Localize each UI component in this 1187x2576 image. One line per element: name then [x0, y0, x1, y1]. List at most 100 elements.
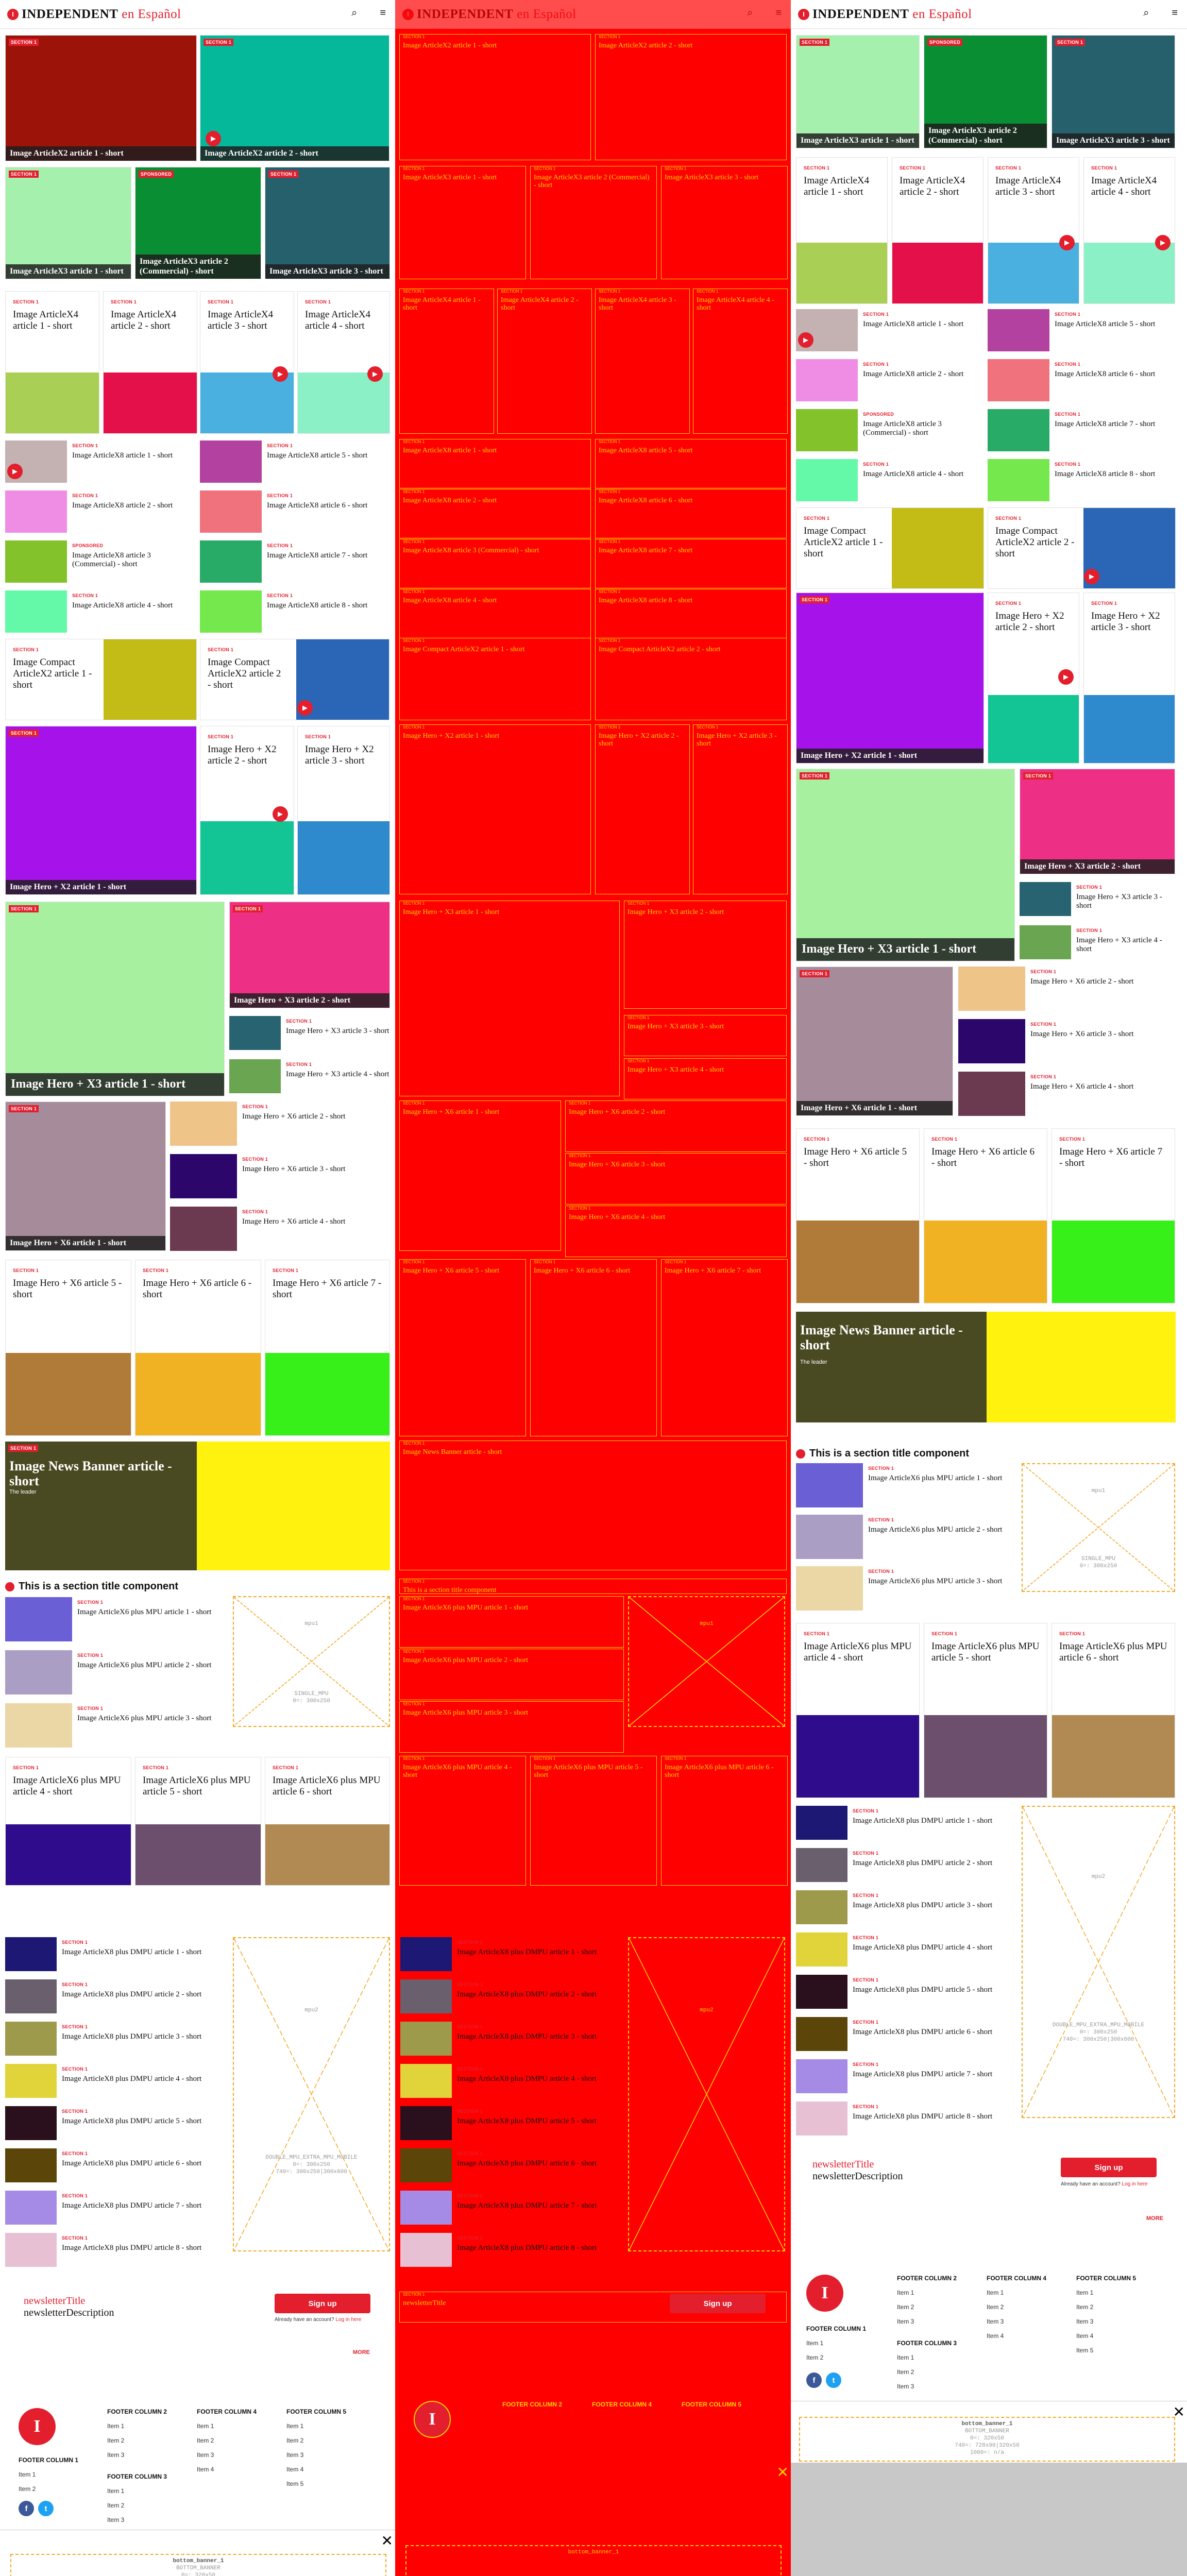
hero-card[interactable]: SECTION 1 Image Hero + X2 article 1 - sho…	[5, 726, 197, 895]
eagle-logo-icon[interactable]: I	[806, 2275, 843, 2312]
article-card[interactable]: SECTION 1 Image Compact ArticleX2 article…	[5, 639, 197, 720]
article-card[interactable]: SECTION 1 Image ArticleX6 plus MPU articl…	[1052, 1623, 1175, 1798]
footer-link[interactable]: Item 2	[897, 2368, 914, 2376]
article-card[interactable]: SECTION 1 Image ArticleX4 article 1 - sho…	[5, 291, 99, 434]
footer-link[interactable]: Item 1	[107, 2422, 125, 2430]
article-card[interactable]: SECTION 1 Image ArticleX6 plus MPU articl…	[265, 1757, 390, 1886]
list-item[interactable]: SECTION 1 Image ArticleX8 article 2 - sho…	[5, 490, 196, 533]
list-item[interactable]: SECTION 1 Image ArticleX8 plus DMPU artic…	[796, 2017, 1018, 2051]
footer-link[interactable]: Item 2	[197, 2437, 214, 2444]
list-item[interactable]: SECTION 1 Image ArticleX8 article 6 - sho…	[200, 490, 391, 533]
list-item[interactable]: SECTION 1 Image Hero + X6 article 2 - sho…	[170, 1101, 392, 1146]
article-card[interactable]: SECTION 1 Image ArticleX6 plus MPU articl…	[135, 1757, 261, 1886]
list-item[interactable]: SECTION 1 Image ArticleX8 article 8 - sho…	[200, 590, 391, 633]
list-item[interactable]: SECTION 1 Image ArticleX8 plus DMPU artic…	[400, 1937, 622, 1971]
footer-link[interactable]: Item 3	[897, 2318, 914, 2325]
list-item[interactable]: SECTION 1 Image ArticleX8 article 5 - sho…	[200, 440, 391, 483]
footer-link[interactable]: Item 3	[107, 2451, 125, 2459]
hero-card[interactable]: SECTION 1 Image Hero + X3 article 1 - sho…	[796, 769, 1015, 961]
hero-card[interactable]: SECTION 1 Image Hero + X3 article 1 - sho…	[5, 902, 225, 1096]
list-item[interactable]: SPONSORED Image ArticleX8 article 3 (Comm…	[5, 540, 196, 583]
article-card[interactable]: SECTION 1 Image ArticleX4 article 3 - sho…	[200, 291, 294, 434]
hero-card[interactable]: SECTION 1 Image Hero + X6 article 1 - sho…	[5, 1101, 166, 1251]
list-item[interactable]: SECTION 1 Image ArticleX8 plus DMPU artic…	[796, 1806, 1018, 1840]
footer-link[interactable]: Item 1	[286, 2422, 304, 2430]
footer-link[interactable]: Item 1	[987, 2289, 1004, 2296]
list-item[interactable]: SECTION 1 Image ArticleX8 plus DMPU artic…	[5, 2106, 227, 2140]
article-card[interactable]: SECTION 1 Image Hero + X2 article 2 - sho…	[200, 726, 294, 895]
article-card[interactable]: SECTION 1 Image Compact ArticleX2 article…	[200, 639, 389, 720]
article-card[interactable]: SECTION 1 Image ArticleX2 article 1 - sho…	[5, 35, 197, 161]
list-item[interactable]: SPONSORED Image ArticleX8 article 3 (Comm…	[796, 409, 987, 451]
search-icon[interactable]: ⌕	[351, 7, 358, 19]
list-item[interactable]: SECTION 1 Image ArticleX8 plus DMPU artic…	[5, 2022, 227, 2056]
list-item[interactable]: SECTION 1 Image ArticleX6 plus MPU articl…	[796, 1566, 1018, 1611]
list-item[interactable]: SECTION 1 Image ArticleX8 plus DMPU artic…	[400, 2022, 622, 2056]
play-icon[interactable]: ▶	[798, 332, 813, 348]
signup-button[interactable]: Sign up	[1061, 2158, 1157, 2177]
signup-button[interactable]: Sign up	[670, 2294, 766, 2313]
article-card[interactable]: SECTION 1 Image Hero + X6 article 5 - sho…	[796, 1128, 920, 1303]
list-item[interactable]: SECTION 1 Image Hero + X6 article 2 - sho…	[958, 967, 1177, 1011]
article-card[interactable]: SECTION 1 Image ArticleX3 article 3 - sho…	[1052, 35, 1175, 148]
close-icon[interactable]: ✕	[381, 2532, 393, 2549]
article-card[interactable]: SECTION 1 Image Hero + X2 article 2 - sho…	[988, 592, 1079, 764]
eagle-logo-icon[interactable]: I	[7, 8, 19, 20]
play-icon[interactable]: ▶	[1155, 235, 1171, 250]
play-icon[interactable]: ▶	[7, 464, 23, 479]
footer-link[interactable]: Item 2	[987, 2303, 1004, 2311]
list-item[interactable]: SECTION 1 Image ArticleX8 plus DMPU artic…	[400, 2106, 622, 2140]
footer-link[interactable]: Item 5	[286, 2480, 304, 2487]
list-item[interactable]: SECTION 1 Image ArticleX8 plus DMPU artic…	[400, 2191, 622, 2225]
list-item[interactable]: SECTION 1 Image ArticleX8 plus DMPU artic…	[796, 1975, 1018, 2009]
login-link[interactable]: Log in here	[335, 2317, 362, 2323]
list-item[interactable]: SECTION 1 Image Hero + X3 article 4 - sho…	[1020, 925, 1175, 959]
article-card[interactable]: SECTION 1 Image ArticleX4 article 2 - sho…	[103, 291, 197, 434]
list-item[interactable]: SECTION 1 Image ArticleX8 article 4 - sho…	[5, 590, 196, 633]
article-card[interactable]: SECTION 1 Image ArticleX4 article 4 - sho…	[1083, 157, 1175, 304]
article-card[interactable]: SECTION 1 Image Hero + X6 article 7 - sho…	[265, 1260, 390, 1436]
article-card[interactable]: SECTION 1 Image Hero + X6 article 6 - sho…	[924, 1128, 1047, 1303]
footer-link[interactable]: Item 1	[19, 2471, 36, 2478]
list-item[interactable]: SECTION 1 Image ArticleX8 plus DMPU artic…	[5, 2148, 227, 2182]
list-item[interactable]: SECTION 1 Image ArticleX6 plus MPU articl…	[5, 1597, 227, 1641]
site-logo[interactable]: INDEPENDENT en Español	[812, 7, 972, 21]
article-card[interactable]: SECTION 1 Image Hero + X2 article 3 - sho…	[1083, 592, 1175, 764]
footer-link[interactable]: Item 2	[19, 2485, 36, 2493]
article-card[interactable]: SPONSORED Image ArticleX3 article 2 (Comm…	[924, 35, 1047, 148]
article-card[interactable]: SECTION 1 Image Compact ArticleX2 article…	[988, 507, 1176, 589]
search-icon[interactable]: ⌕	[1143, 7, 1149, 19]
play-icon[interactable]: ▶	[206, 131, 221, 146]
list-item[interactable]: SECTION 1 Image ArticleX8 article 8 - sho…	[988, 459, 1178, 501]
news-banner[interactable]: Image News Banner article - short The lea…	[796, 1312, 1176, 1422]
list-item[interactable]: SECTION 1 Image ArticleX8 article 4 - sho…	[796, 459, 987, 501]
article-card[interactable]: SECTION 1 Image ArticleX4 article 2 - sho…	[892, 157, 983, 304]
menu-icon[interactable]: ≡	[380, 7, 386, 19]
footer-link[interactable]: Item 1	[806, 2340, 824, 2347]
menu-icon[interactable]: ≡	[1172, 7, 1178, 19]
list-item[interactable]: SECTION 1 Image ArticleX8 article 7 - sho…	[200, 540, 391, 583]
site-logo[interactable]: INDEPENDENT en Español	[22, 7, 181, 21]
list-item[interactable]: SECTION 1 Image ArticleX8 article 2 - sho…	[796, 359, 987, 401]
list-item[interactable]: ▶ SECTION 1 Image ArticleX8 article 1 - sh…	[796, 309, 987, 351]
footer-link[interactable]: Item 3	[197, 2451, 214, 2459]
article-card[interactable]: SECTION 1 Image ArticleX6 plus MPU articl…	[924, 1623, 1047, 1798]
play-icon[interactable]: ▶	[273, 806, 288, 822]
footer-link[interactable]: Item 4	[987, 2332, 1004, 2340]
article-card[interactable]: SECTION 1 Image ArticleX6 plus MPU articl…	[5, 1757, 131, 1886]
list-item[interactable]: SECTION 1 Image ArticleX8 plus DMPU artic…	[400, 1979, 622, 2013]
footer-link[interactable]: Item 4	[197, 2466, 214, 2473]
list-item[interactable]: SECTION 1 Image ArticleX8 plus DMPU artic…	[5, 2191, 227, 2225]
article-card[interactable]: SECTION 1 Image Compact ArticleX2 article…	[796, 507, 984, 589]
list-item[interactable]: SECTION 1 Image ArticleX8 plus DMPU artic…	[796, 1890, 1018, 1924]
footer-link[interactable]: Item 1	[107, 2487, 125, 2495]
list-item[interactable]: SECTION 1 Image Hero + X3 article 4 - sho…	[229, 1059, 390, 1093]
play-icon[interactable]: ▶	[273, 366, 288, 382]
list-item[interactable]: SECTION 1 Image ArticleX8 article 5 - sho…	[988, 309, 1178, 351]
list-item[interactable]: SECTION 1 Image ArticleX6 plus MPU articl…	[5, 1650, 227, 1694]
list-item[interactable]: SECTION 1 Image ArticleX8 article 7 - sho…	[988, 409, 1178, 451]
article-card[interactable]: SECTION 1 Image ArticleX3 article 1 - sho…	[796, 35, 920, 148]
footer-link[interactable]: Item 1	[897, 2289, 914, 2296]
more-link[interactable]: MORE	[353, 2349, 370, 2355]
list-item[interactable]: SECTION 1 Image ArticleX8 plus DMPU artic…	[5, 2233, 227, 2267]
